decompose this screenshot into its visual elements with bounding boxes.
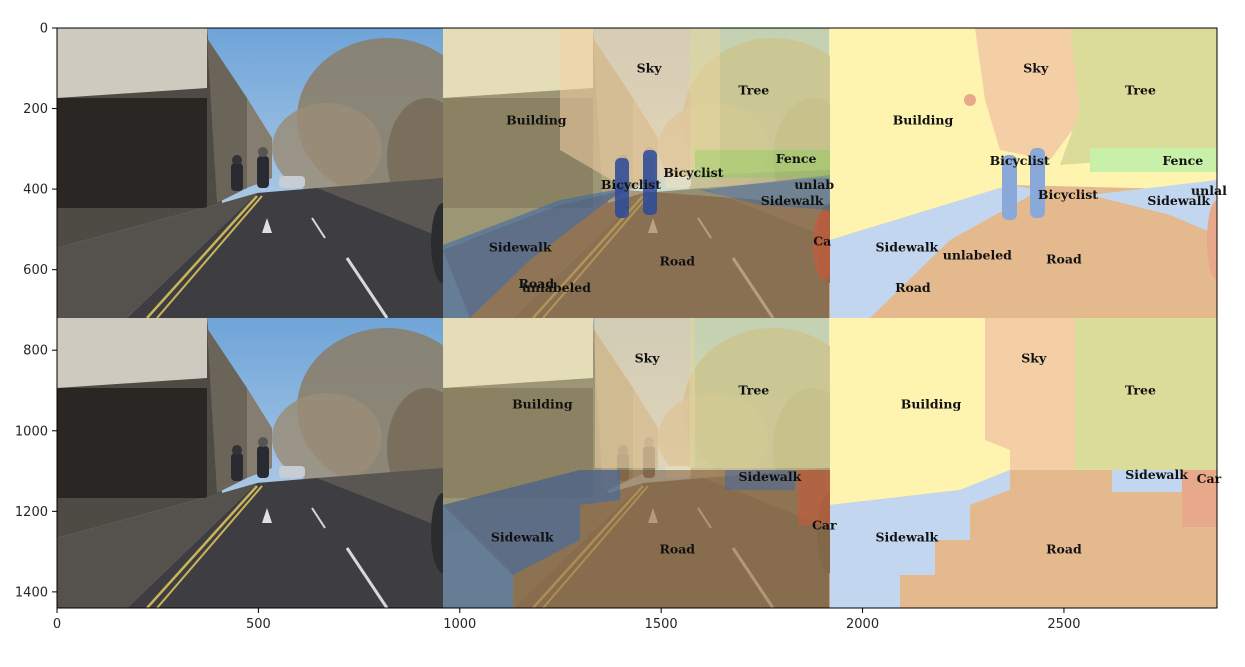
segment-label: Building [901, 397, 962, 412]
axis-ticks: 0 500 1000 1500 2000 2500 0 200 400 600 800 1000 120… [15, 22, 1081, 633]
segment-label: Sky [1021, 350, 1047, 365]
segment-label: Building [893, 113, 954, 128]
segment-label: Bicyclist [990, 153, 1050, 168]
y-tick-label: 1400 [15, 585, 48, 600]
segment-label: Car [812, 517, 837, 532]
segmentation-labels: SkyTreeBuildingFenceBicyclistBicyclistun… [489, 60, 1227, 556]
segment-label: Bicyclist [1038, 187, 1098, 202]
segment-label: Building [506, 113, 567, 128]
segment-label: Sidewalk [1125, 467, 1188, 482]
panel-photo-top [57, 28, 443, 318]
segment-label: Road [659, 542, 695, 557]
segment-label: unlabeled [943, 248, 1012, 263]
panel-map-bottom [830, 318, 1217, 608]
x-tick-label: 0 [53, 617, 61, 632]
x-tick-label: 500 [246, 617, 271, 632]
x-tick-label: 2500 [1047, 617, 1080, 632]
segment-label: Building [512, 397, 573, 412]
x-tick-label: 1500 [645, 617, 678, 632]
y-tick-label: 1200 [15, 505, 48, 520]
segment-label: unlal [1191, 183, 1227, 198]
segment-label: Road [1046, 542, 1082, 557]
segment-label: Sidewalk [491, 530, 554, 545]
segment-label: Sidewalk [1147, 193, 1210, 208]
segment-label: Tree [738, 383, 769, 398]
segment-label: Fence [776, 151, 817, 166]
y-tick-label: 1000 [15, 424, 48, 439]
segment-label: Tree [1125, 82, 1156, 97]
segment-label: Sidewalk [489, 240, 552, 255]
panel-map-top [830, 28, 1217, 318]
segment-label: Sidewalk [875, 530, 938, 545]
segment-label: Road [519, 276, 555, 291]
segment-label: Ca [813, 233, 831, 248]
y-tick-label: 200 [23, 102, 48, 117]
x-tick-label: 1000 [443, 617, 476, 632]
y-tick-label: 800 [23, 344, 48, 359]
panel-photo-bottom [57, 318, 443, 608]
segment-label: Bicyclist [663, 165, 723, 180]
segment-label: Sky [1023, 60, 1049, 75]
segment-label: Sidewalk [761, 193, 824, 208]
panel-overlay-top [443, 28, 830, 318]
segment-label: Tree [738, 82, 769, 97]
segment-label: unlabeled [522, 280, 591, 295]
y-tick-label: 600 [23, 263, 48, 278]
panel-overlay-bottom [443, 318, 830, 608]
segment-label: Sky [635, 350, 661, 365]
segment-label: Fence [1162, 153, 1203, 168]
segment-label: unlab [794, 177, 834, 192]
segment-label: Sidewalk [739, 469, 802, 484]
segment-label: Road [1046, 252, 1082, 267]
segment-label: Road [895, 280, 931, 295]
y-tick-label: 400 [23, 183, 48, 198]
segment-label: Road [659, 254, 695, 269]
segment-label: Bicyclist [601, 177, 661, 192]
segment-label: Sidewalk [875, 240, 938, 255]
segment-label: Tree [1125, 383, 1156, 398]
x-tick-label: 2000 [846, 617, 879, 632]
segment-label: Sky [637, 60, 663, 75]
axes-frame [56, 27, 1218, 609]
segment-label: Car [1197, 471, 1222, 486]
y-tick-label: 0 [40, 22, 48, 37]
